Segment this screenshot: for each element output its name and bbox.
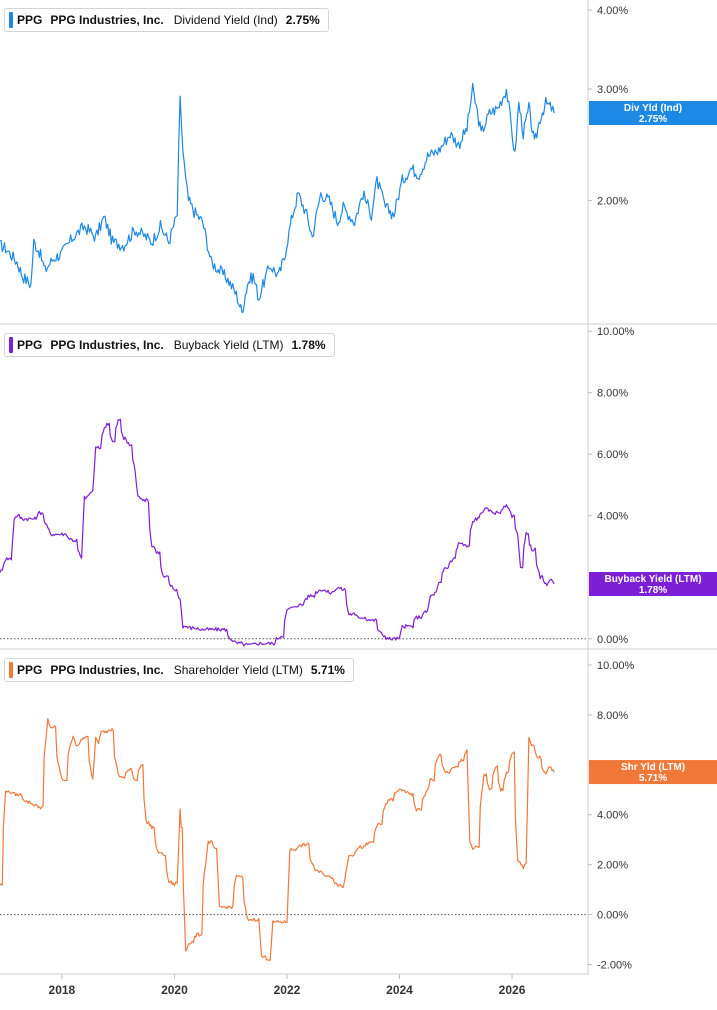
legend-company: PPG Industries, Inc. <box>50 663 164 677</box>
y-tick-label: 4.00% <box>597 810 628 822</box>
y-tick-label: 8.00% <box>597 388 628 400</box>
y-tick-label: 2.00% <box>597 860 628 872</box>
y-tick-label: 0.00% <box>597 634 628 646</box>
legend-ticker: PPG <box>17 663 43 677</box>
y-tick-label: 8.00% <box>597 710 628 722</box>
y-tick-label: 10.00% <box>597 326 635 338</box>
y-tick-label: 3.00% <box>597 84 628 96</box>
y-tick-label: 6.00% <box>597 449 628 461</box>
badge-value: 2.75% <box>639 114 667 125</box>
legend-value: 5.71% <box>310 663 345 677</box>
legend-shareholder-yield: PPG PPG Industries, Inc. Shareholder Yie… <box>4 658 354 682</box>
legend-ticker: PPG <box>17 13 43 27</box>
y-tick-label: 2.00% <box>597 195 628 207</box>
legend-ticker: PPG <box>17 338 43 352</box>
legend-value: 1.78% <box>291 338 326 352</box>
x-tick-label: 2022 <box>274 983 301 997</box>
y-tick-label: 4.00% <box>597 5 628 17</box>
series-line <box>0 418 555 647</box>
legend-company: PPG Industries, Inc. <box>50 338 164 352</box>
y-tick-label: 0.00% <box>597 910 628 922</box>
badge-label: Shr Yld (LTM) <box>621 762 685 773</box>
legend-metric: Buyback Yield (LTM) <box>173 338 284 352</box>
badge-label: Buyback Yield (LTM) <box>604 574 701 585</box>
legend-swatch <box>9 337 13 353</box>
badge-label: Div Yld (Ind) <box>624 103 682 114</box>
badge-value: 1.78% <box>639 585 667 596</box>
series-line <box>0 718 555 961</box>
value-badge <box>589 572 717 597</box>
y-tick-label: 10.00% <box>597 660 635 672</box>
legend-metric: Shareholder Yield (LTM) <box>173 663 303 677</box>
legend-buyback-yield: PPG PPG Industries, Inc. Buyback Yield (… <box>4 333 335 357</box>
legend-company: PPG Industries, Inc. <box>50 13 164 27</box>
x-tick-label: 2024 <box>386 983 413 997</box>
y-tick-label: 4.00% <box>597 511 628 523</box>
x-tick-label: 2020 <box>161 983 188 997</box>
series-line <box>0 82 555 313</box>
legend-dividend-yield: PPG PPG Industries, Inc. Dividend Yield … <box>4 8 329 32</box>
legend-swatch <box>9 12 13 28</box>
value-badge <box>589 760 717 785</box>
legend-metric: Dividend Yield (Ind) <box>173 13 278 27</box>
x-tick-label: 2018 <box>49 983 76 997</box>
badge-value: 5.71% <box>639 773 667 784</box>
x-tick-label: 2026 <box>499 983 526 997</box>
value-badge <box>589 101 717 126</box>
y-tick-label: -2.00% <box>597 960 632 972</box>
legend-swatch <box>9 662 13 678</box>
legend-value: 2.75% <box>285 13 320 27</box>
